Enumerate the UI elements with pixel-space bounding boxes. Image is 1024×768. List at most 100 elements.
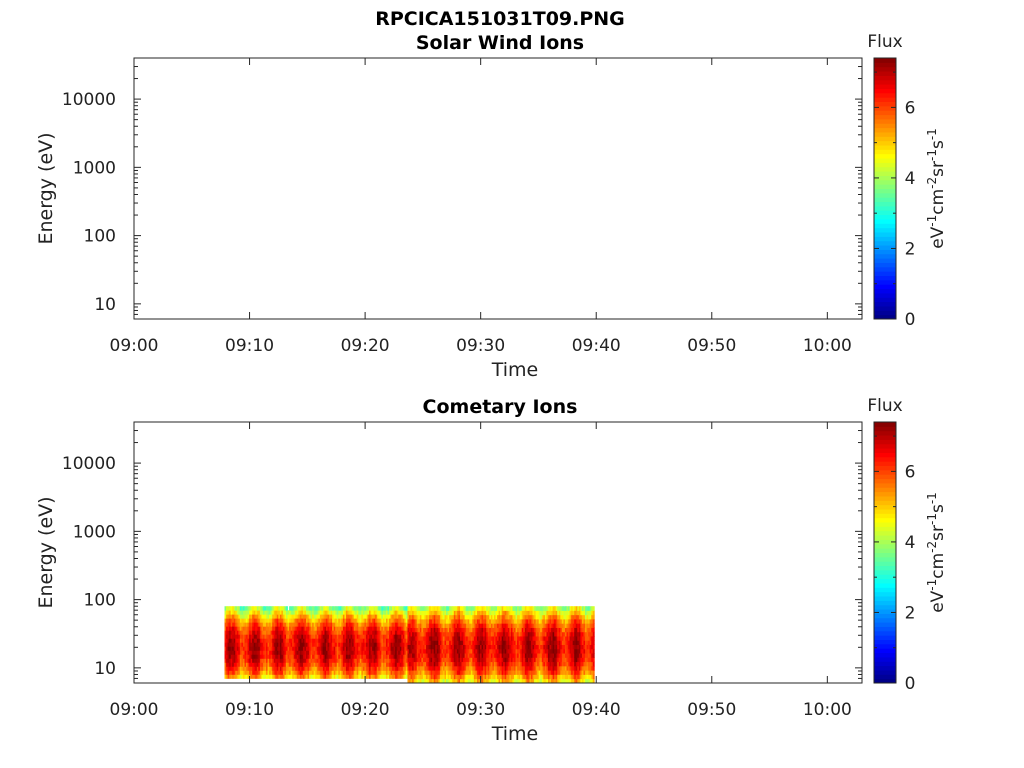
flux-cell bbox=[467, 653, 470, 658]
flux-cell bbox=[286, 630, 288, 635]
flux-cell bbox=[418, 661, 421, 667]
flux-cell bbox=[458, 627, 461, 633]
flux-cell bbox=[430, 606, 433, 611]
flux-cell bbox=[235, 634, 238, 639]
flux-cell bbox=[389, 646, 391, 651]
colorbar-tick-label: 4 bbox=[905, 169, 916, 189]
flux-cell bbox=[424, 627, 427, 633]
flux-cell bbox=[470, 606, 473, 611]
flux-cell bbox=[470, 678, 473, 684]
flux-cell bbox=[324, 614, 327, 619]
flux-cell bbox=[381, 658, 384, 663]
flux-cell bbox=[489, 606, 492, 611]
flux-cell bbox=[313, 614, 316, 619]
flux-cell bbox=[275, 634, 278, 639]
flux-cell bbox=[319, 630, 322, 635]
flux-cell bbox=[563, 674, 566, 680]
x-tick-label: 09:40 bbox=[572, 700, 621, 720]
flux-cell bbox=[560, 627, 563, 633]
flux-cell bbox=[358, 658, 361, 663]
flux-cell bbox=[572, 614, 575, 620]
flux-cell bbox=[275, 662, 278, 667]
flux-cell bbox=[514, 619, 516, 624]
flux-cell bbox=[233, 630, 236, 635]
flux-cell bbox=[416, 614, 419, 620]
flux-cell bbox=[407, 644, 410, 650]
flux-cell bbox=[325, 626, 328, 631]
flux-cell bbox=[356, 606, 359, 611]
flux-cell bbox=[455, 644, 458, 650]
flux-cell bbox=[365, 646, 368, 651]
flux-cell bbox=[330, 666, 333, 671]
flux-cell bbox=[230, 670, 233, 675]
flux-cell bbox=[358, 634, 361, 639]
flux-cell bbox=[566, 606, 569, 611]
flux-cell bbox=[238, 654, 241, 659]
flux-cell bbox=[444, 623, 447, 628]
flux-cell bbox=[347, 638, 350, 643]
flux-cell bbox=[304, 638, 307, 643]
flux-cell bbox=[497, 648, 499, 654]
flux-cell bbox=[551, 623, 554, 628]
flux-cell bbox=[506, 653, 509, 658]
flux-cell bbox=[387, 642, 390, 647]
flux-cell bbox=[262, 630, 265, 635]
flux-cell bbox=[495, 648, 498, 654]
flux-cell bbox=[493, 631, 496, 637]
flux-cell bbox=[252, 618, 255, 623]
flux-cell bbox=[531, 640, 533, 646]
flux-cell bbox=[396, 662, 399, 667]
flux-cell bbox=[419, 678, 422, 684]
flux-cell bbox=[329, 614, 332, 619]
flux-cell bbox=[272, 650, 275, 655]
flux-cell bbox=[272, 654, 275, 659]
flux-cell bbox=[512, 674, 515, 680]
flux-cell bbox=[341, 606, 344, 611]
flux-cell bbox=[342, 610, 345, 615]
flux-cell bbox=[534, 653, 537, 658]
flux-cell bbox=[398, 670, 401, 675]
flux-cell bbox=[364, 634, 367, 639]
flux-cell bbox=[393, 626, 396, 631]
flux-cell bbox=[413, 657, 416, 663]
flux-cell bbox=[276, 626, 279, 631]
flux-cell bbox=[255, 674, 258, 679]
flux-cell bbox=[318, 666, 321, 671]
flux-cell bbox=[560, 678, 563, 684]
flux-cell bbox=[287, 666, 290, 671]
flux-cell bbox=[458, 614, 461, 620]
flux-cell bbox=[476, 653, 479, 658]
flux-cell bbox=[452, 606, 455, 611]
colorbar-segment bbox=[874, 240, 896, 246]
flux-cell bbox=[376, 626, 379, 631]
flux-cell bbox=[563, 644, 566, 650]
flux-cell bbox=[583, 657, 586, 663]
flux-cell bbox=[446, 661, 449, 667]
flux-cell bbox=[561, 670, 564, 675]
flux-cell bbox=[463, 648, 465, 654]
flux-cell bbox=[473, 644, 476, 650]
flux-cell bbox=[506, 665, 509, 671]
flux-cell bbox=[461, 665, 464, 671]
flux-cell bbox=[446, 670, 449, 675]
flux-cell bbox=[404, 658, 407, 663]
flux-cell bbox=[289, 650, 292, 655]
flux-cell bbox=[344, 606, 347, 611]
flux-cell bbox=[552, 644, 555, 650]
flux-cell bbox=[226, 654, 228, 659]
flux-cell bbox=[452, 674, 455, 680]
flux-cell bbox=[507, 636, 510, 641]
flux-cell bbox=[447, 678, 450, 684]
flux-cell bbox=[336, 658, 339, 663]
flux-cell bbox=[373, 610, 376, 615]
flux-cell bbox=[544, 657, 547, 663]
flux-cell bbox=[515, 627, 518, 633]
colorbar-title: Flux bbox=[867, 396, 902, 416]
flux-cell bbox=[293, 606, 296, 611]
flux-cell bbox=[501, 614, 504, 620]
flux-cell bbox=[318, 614, 321, 619]
flux-cell bbox=[591, 636, 594, 641]
flux-cell bbox=[424, 640, 427, 646]
flux-cell bbox=[364, 626, 367, 631]
flux-cell bbox=[546, 627, 549, 633]
